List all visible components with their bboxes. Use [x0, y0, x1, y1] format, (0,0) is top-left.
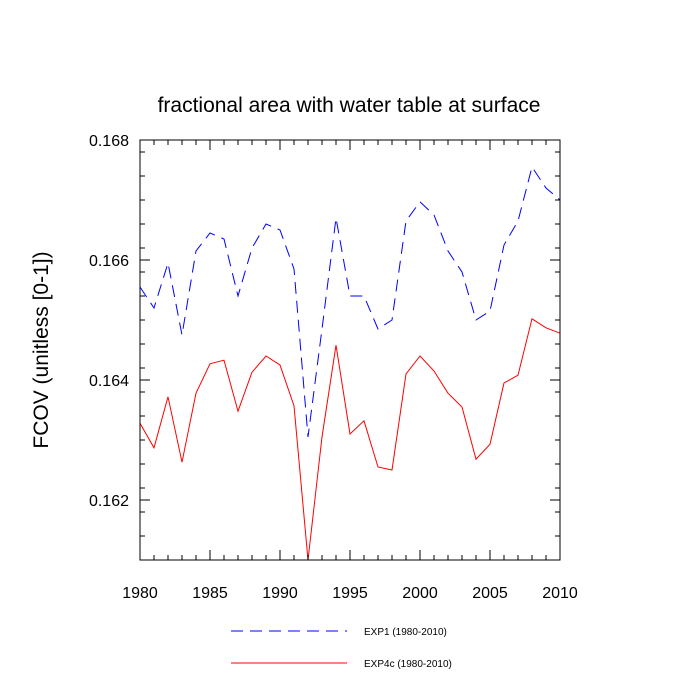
x-tick-label: 1980: [122, 585, 158, 602]
y-tick-label: 0.168: [89, 133, 129, 150]
x-tick-label: 1995: [332, 585, 368, 602]
legend-label-exp1: EXP1 (1980-2010): [364, 627, 447, 638]
x-tick-label: 1985: [192, 585, 228, 602]
legend-label-exp4c: EXP4c (1980-2010): [364, 659, 452, 670]
x-tick-label: 2010: [542, 585, 578, 602]
x-tick-label: 1990: [262, 585, 298, 602]
y-tick-label: 0.166: [89, 253, 129, 270]
y-axis-label: FCOV (unitless [0-1]): [30, 251, 53, 448]
y-tick-label: 0.162: [89, 493, 129, 510]
plot-frame: [139, 139, 561, 561]
legend: EXP1 (1980-2010) EXP4c (1980-2010): [231, 627, 452, 670]
series-line-exp1: [139, 165, 561, 438]
series-line-exp4c: [139, 318, 561, 561]
x-tick-label: 2000: [402, 585, 438, 602]
plot-lines: [139, 165, 561, 561]
chart-title: fractional area with water table at surf…: [158, 94, 541, 117]
axis-ticks: 1980 1985 1990 1995 2000 2005 2010 0.162 0.164 0.…: [89, 133, 578, 602]
y-tick-label: 0.164: [89, 373, 129, 390]
x-tick-label: 2005: [472, 585, 508, 602]
